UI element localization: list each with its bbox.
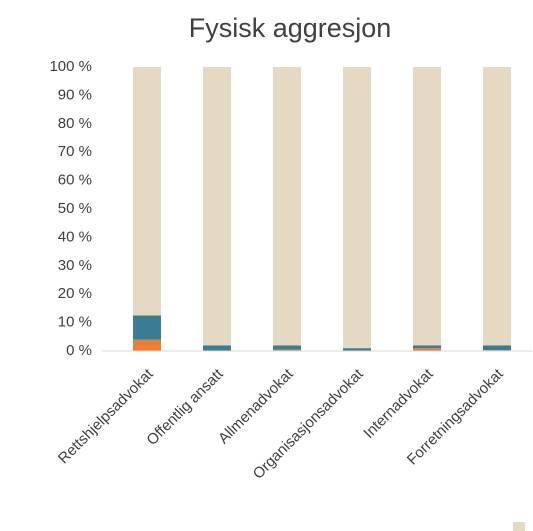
bar-segment	[273, 349, 301, 351]
bar-segment	[483, 67, 511, 346]
bar-segment	[343, 348, 371, 351]
bar-segment	[413, 345, 441, 349]
bar-segment	[203, 345, 231, 351]
y-tick-label: 30 %	[58, 257, 92, 274]
y-tick-label: 20 %	[58, 285, 92, 302]
bar-segment	[203, 67, 231, 346]
bar-segment	[413, 348, 441, 351]
y-tick-label: 70 %	[58, 143, 92, 160]
chart-title: Fysisk aggresjon	[189, 13, 392, 43]
bar-segment	[273, 67, 301, 346]
y-tick-label: 60 %	[58, 172, 92, 189]
y-tick-label: 50 %	[58, 200, 92, 217]
legend-marker	[513, 522, 525, 531]
x-tick-label: Rettshjelpsadvokat	[55, 365, 157, 467]
bar-segment	[343, 67, 371, 349]
y-tick-label: 10 %	[58, 314, 92, 331]
y-tick-label: 80 %	[58, 115, 92, 132]
bar-segment	[133, 339, 161, 351]
bar-segment	[273, 345, 301, 350]
x-tick-label: Internadvokat	[360, 365, 437, 442]
y-tick-label: 100 %	[49, 58, 92, 75]
bar-segment	[483, 345, 511, 351]
bar-segment	[133, 67, 161, 316]
bar-segment	[133, 315, 161, 340]
bar-segment	[413, 67, 441, 346]
y-tick-label: 90 %	[58, 86, 92, 103]
y-tick-label: 40 %	[58, 228, 92, 245]
y-tick-label: 0 %	[66, 342, 92, 359]
